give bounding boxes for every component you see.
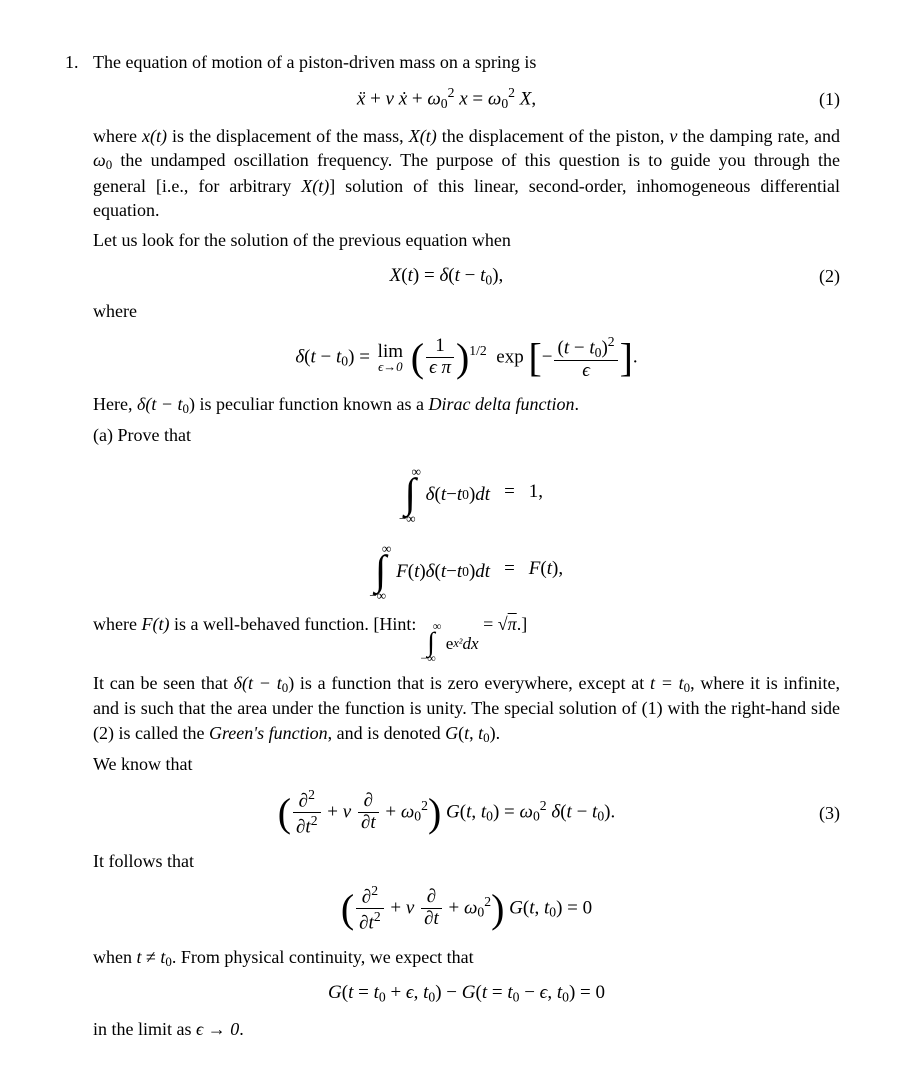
equation-1: ẍ + ν ẋ + ω02 x = ω02 X, (1)	[93, 84, 840, 113]
sym-Xt2: X(t)	[301, 176, 329, 196]
page: 1. The equation of motion of a piston-dr…	[0, 0, 915, 1088]
continuity-equation: G(t = t0 + ϵ, t0) − G(t = t0 − ϵ, t0) = …	[93, 980, 840, 1007]
integral-icon: ∞∫−∞	[421, 621, 442, 664]
when-paragraph: when t ≠ t0. From physical continuity, w…	[93, 945, 840, 971]
lim-sub: ϵ→0	[378, 361, 403, 374]
txt: , and is denoted	[328, 723, 445, 743]
follows-text: It follows that	[93, 849, 840, 873]
sym-eps0: ϵ → 0	[196, 1019, 239, 1039]
txt: the displacement of the piston,	[437, 126, 670, 146]
equation-3: (∂2∂t2 + ν ∂∂t + ω02) G(t, t0) = ω02 δ(t…	[93, 787, 840, 839]
txt: is a function that is zero everywhere, e…	[294, 673, 650, 693]
problem-body: The equation of motion of a piston-drive…	[93, 50, 840, 1048]
equation-3-math: (∂2∂t2 + ν ∂∂t + ω02) G(t, t0) = ω02 δ(t…	[93, 787, 800, 839]
txt: .]	[517, 614, 528, 634]
equation-2: X(t) = δ(t − t0), (2)	[93, 263, 840, 290]
txt: is peculiar function known as a	[195, 394, 428, 414]
rhs-1: 1,	[529, 479, 563, 505]
equation-3-number: (3)	[800, 801, 840, 825]
we-know-text: We know that	[93, 752, 840, 776]
sym-omega0: ω	[93, 150, 106, 170]
hint-value: √π	[498, 614, 517, 634]
txt: where	[93, 126, 142, 146]
lim-label: lim	[378, 342, 403, 361]
txt: in the limit as	[93, 1019, 196, 1039]
part-a-label: (a) Prove that	[93, 423, 840, 447]
green-homogeneous: (∂2∂t2 + ν ∂∂t + ω02) G(t, t0) = 0	[93, 883, 840, 935]
equation-2-number: (2)	[800, 264, 840, 288]
where-paragraph: where x(t) is the displacement of the ma…	[93, 124, 840, 223]
where2-text: where	[93, 299, 840, 323]
txt: Here,	[93, 394, 137, 414]
problem-1: 1. The equation of motion of a piston-dr…	[65, 50, 840, 1048]
integral-icon: ∞∫−∞	[370, 542, 391, 602]
txt: where	[93, 614, 141, 634]
sym-t-eq-t0: t = t	[650, 673, 684, 693]
letus-text: Let us look for the solution of the prev…	[93, 228, 840, 252]
exp-label: exp	[496, 346, 523, 367]
sym-Xt: X(t)	[409, 126, 437, 146]
txt: .	[239, 1019, 244, 1039]
here-paragraph: Here, δ(t − t0) is peculiar function kno…	[93, 392, 840, 418]
sym-Ft: F(t)	[141, 614, 169, 634]
txt: is a well-behaved function. [Hint:	[169, 614, 420, 634]
integral-icon: ∞∫−∞	[399, 465, 420, 525]
equation-2-math: X(t) = δ(t − t0),	[93, 263, 800, 290]
problem-number: 1.	[65, 50, 93, 1048]
limit-paragraph: in the limit as ϵ → 0.	[93, 1017, 840, 1041]
seen-paragraph: It can be seen that δ(t − t0) is a funct…	[93, 671, 840, 747]
part-a-note: where F(t) is a well-behaved function. […	[93, 612, 840, 664]
greens-term: Green's function	[209, 723, 328, 743]
sym-delta: δ(t − t	[137, 394, 183, 414]
equation-1-math: ẍ + ν ẋ + ω02 x = ω02 X,	[93, 84, 800, 113]
txt: . From physical continuity, we expect th…	[172, 947, 474, 967]
part-a-equations: ∞∫−∞ δ(t − t0) dt = 1, ∞∫−∞ F(t) δ(t − t…	[93, 458, 840, 603]
dirac-term: Dirac delta function	[428, 394, 574, 414]
txt: .	[574, 394, 579, 414]
txt: It can be seen that	[93, 673, 234, 693]
txt: .	[496, 723, 501, 743]
txt: is the displacement of the mass,	[167, 126, 409, 146]
lim-symbol: lim ϵ→0	[378, 342, 403, 374]
intro-text: The equation of motion of a piston-drive…	[93, 50, 840, 74]
sym-xt: x(t)	[142, 126, 167, 146]
txt: the damping rate, and	[677, 126, 840, 146]
delta-definition: δ(t − t0) = lim ϵ→0 (1ϵ π)1/2 exp [−(t −…	[93, 334, 840, 382]
equation-1-number: (1)	[800, 87, 840, 111]
txt: when	[93, 947, 137, 967]
